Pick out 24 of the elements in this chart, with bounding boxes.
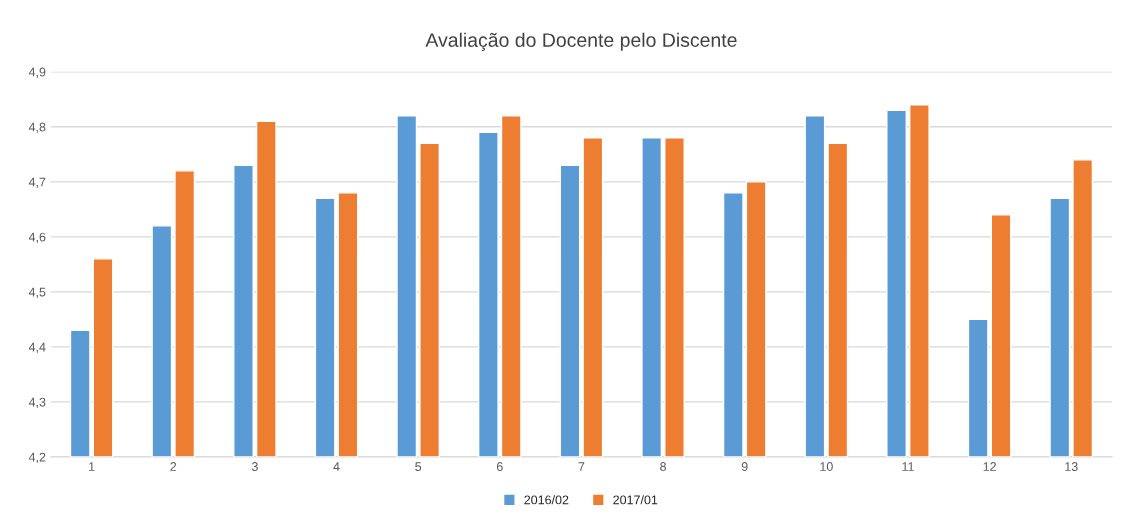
y-tick-label: 4,8 bbox=[28, 122, 46, 133]
x-tick-label: 6 bbox=[496, 462, 503, 471]
x-tick-label: 1 bbox=[89, 462, 95, 471]
legend-label: 2016/02 bbox=[524, 495, 569, 505]
y-tick-label: 4,4 bbox=[28, 342, 46, 354]
y-tick-label: 4,6 bbox=[28, 232, 46, 243]
x-tick-label: 3 bbox=[251, 462, 258, 471]
chart-title: Avaliação do Docente pelo Discente bbox=[425, 32, 737, 51]
x-tick-label: 7 bbox=[578, 462, 585, 471]
x-tick-label: 9 bbox=[741, 462, 748, 471]
x-tick-label: 2 bbox=[170, 462, 177, 471]
y-tick-label: 4,7 bbox=[28, 177, 46, 188]
x-tick-label: 8 bbox=[660, 462, 666, 471]
y-tick-label: 4,3 bbox=[28, 397, 46, 409]
legend-label: 2017/01 bbox=[613, 495, 658, 505]
x-tick-label: 11 bbox=[902, 462, 914, 471]
x-tick-label: 12 bbox=[983, 462, 996, 471]
x-tick-label: 13 bbox=[1065, 462, 1078, 471]
y-tick-label: 4,5 bbox=[28, 287, 46, 298]
x-tick-label: 4 bbox=[333, 462, 340, 471]
x-tick-label: 10 bbox=[820, 462, 833, 471]
y-tick-label: 4,9 bbox=[28, 67, 46, 78]
y-tick-label: 4,2 bbox=[28, 452, 46, 464]
x-tick-label: 5 bbox=[415, 462, 422, 471]
